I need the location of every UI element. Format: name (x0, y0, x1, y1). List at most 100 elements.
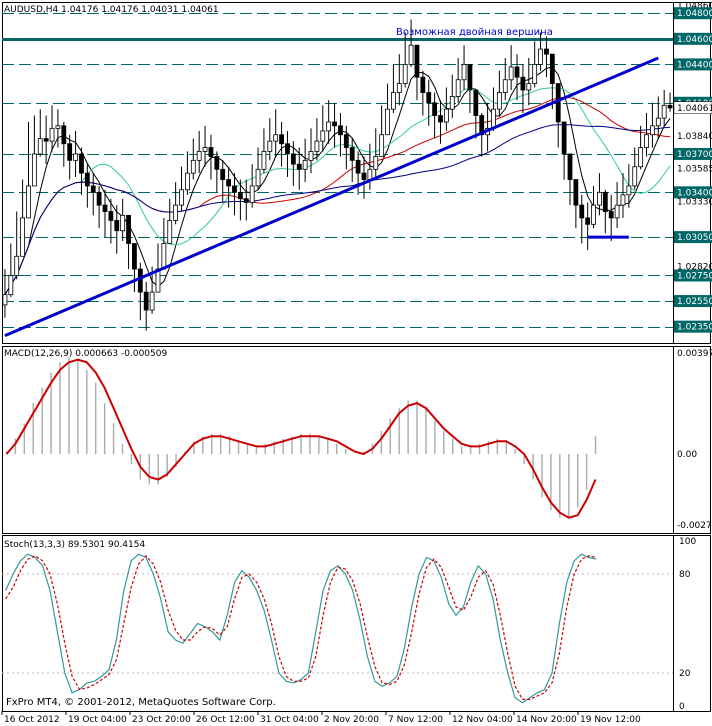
candle-body (14, 255, 20, 276)
candle-body (567, 153, 573, 180)
candle-body (408, 44, 414, 65)
candle-body (602, 191, 608, 212)
time-tick-label: 14 Nov 20:00 (516, 715, 577, 725)
candle-body (491, 108, 496, 129)
candle-body (355, 159, 361, 174)
candle-body (185, 172, 190, 191)
candle-body (67, 143, 73, 161)
candle-body (338, 125, 343, 136)
price-tick-label: 1.04800 (677, 9, 712, 19)
candle-body (220, 168, 226, 180)
candle-body (243, 198, 249, 203)
candle-body (644, 134, 649, 148)
candle-body (461, 64, 467, 81)
candle-body (597, 191, 602, 206)
candle-body (261, 150, 267, 170)
candle-body (232, 185, 237, 193)
candle-body (579, 204, 585, 219)
macd-tick-label: 0.00 (677, 450, 697, 460)
candle-body (420, 76, 426, 93)
candle-body (208, 147, 214, 157)
candle-body (237, 191, 243, 200)
candle-body (473, 89, 479, 116)
candle-body (332, 121, 337, 127)
candle-body (20, 217, 26, 257)
candle-body (285, 143, 290, 155)
time-tick-label: 19 Oct 04:00 (68, 715, 127, 725)
candle-body (37, 138, 43, 155)
trendline (4, 56, 659, 337)
stoch-tick-label: 100 (679, 537, 696, 547)
candle-body (226, 179, 232, 187)
candle-body (167, 220, 173, 244)
candle-body (655, 117, 661, 127)
candle-body (649, 125, 655, 136)
ma-fast-line (4, 66, 671, 295)
candle-body (143, 291, 149, 311)
candle-body (26, 185, 31, 219)
candle-body (396, 83, 402, 93)
candle-body (161, 243, 167, 270)
price-label-bg (674, 320, 712, 333)
price-tick-label: 1.04061 (677, 104, 712, 114)
candle-body (8, 275, 14, 296)
candle-body (55, 125, 61, 129)
candle-body (608, 211, 614, 219)
candle-body (2, 294, 8, 306)
price-label-bg (674, 186, 712, 199)
candle-body (108, 211, 114, 221)
price-tick-label: 1.03050 (677, 233, 712, 243)
time-tick-label: 31 Oct 04:00 (260, 715, 319, 725)
candle-body (614, 204, 620, 219)
candle-body (367, 168, 373, 180)
candle-body (267, 140, 273, 152)
candle-body (190, 159, 196, 174)
candle-body (661, 104, 667, 119)
candle-body (179, 189, 184, 206)
candle-body (591, 204, 596, 225)
candle-body (120, 214, 126, 232)
stoch-main-line (5, 553, 597, 704)
candle-body (467, 64, 473, 91)
candle-body (132, 243, 137, 270)
candle-body (379, 134, 385, 157)
candle-body (632, 166, 638, 187)
candle-body (90, 185, 96, 193)
price-label-bg (674, 7, 712, 20)
candle-body (79, 153, 84, 174)
stoch-signal-line (5, 555, 597, 701)
candle-body (173, 204, 179, 221)
price-tick-label: 1.02820 (677, 263, 712, 273)
candle-body (526, 83, 532, 91)
price-tick-label: 1.04600 (677, 35, 712, 45)
panel-border-2 (2, 535, 711, 712)
candle-body (326, 121, 332, 132)
candle-body (620, 194, 626, 206)
candle-body (538, 48, 543, 65)
candle-body (438, 115, 443, 123)
candle-body (561, 121, 567, 155)
candle-body (667, 104, 673, 109)
candle-body (102, 204, 108, 212)
macd-tick-label: 0.00397 (677, 349, 712, 359)
time-tick-label: 26 Oct 12:00 (196, 715, 255, 725)
candle-body (49, 127, 55, 142)
price-tick-label: 1.03700 (677, 150, 712, 160)
panel-border-0 (2, 2, 711, 344)
candle-body (273, 134, 279, 142)
macd-signal-line (5, 358, 597, 519)
candle-body (496, 92, 502, 110)
candle-body (126, 214, 131, 244)
candle-body (302, 159, 308, 170)
time-tick-label: 2 Nov 20:00 (324, 715, 379, 725)
price-tick-label: 1.03840 (677, 132, 712, 142)
stoch-panel: 100 80 20 0 (2, 537, 696, 712)
pattern-annotation: Возможная двойная вершина (396, 27, 553, 38)
price-tick-label: 1.04860 (677, 2, 712, 12)
time-tick-label: 16 Oct 2012 (4, 715, 60, 725)
candle-body (549, 53, 555, 84)
candle-body (31, 153, 37, 187)
candle-body (414, 44, 420, 78)
